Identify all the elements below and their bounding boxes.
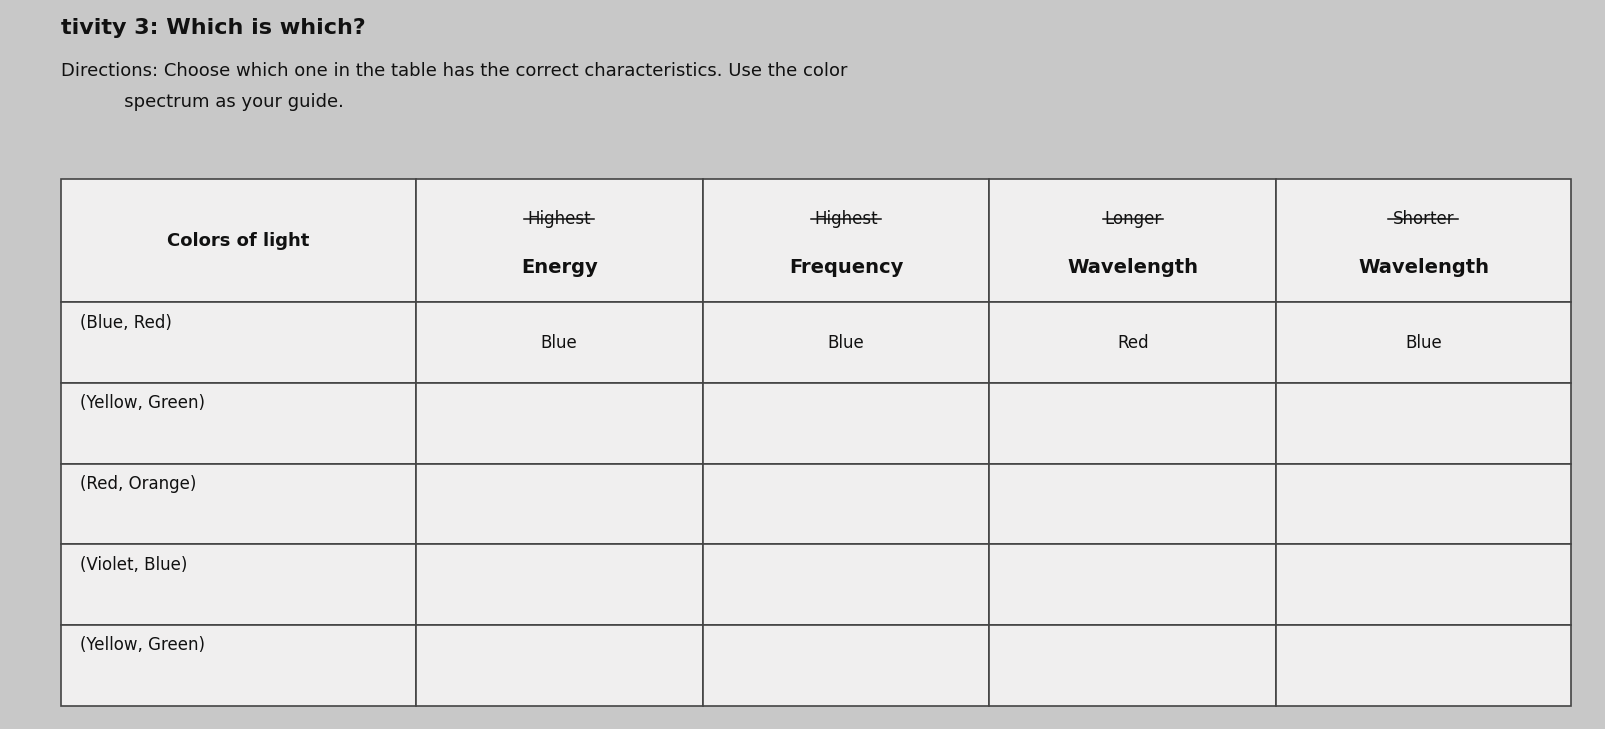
Text: Highest: Highest (814, 211, 878, 228)
Text: Blue: Blue (541, 334, 578, 352)
Text: Directions: Choose which one in the table has the correct characteristics. Use t: Directions: Choose which one in the tabl… (61, 62, 847, 80)
Text: (Violet, Blue): (Violet, Blue) (80, 555, 188, 574)
Text: Red: Red (1117, 334, 1148, 352)
Text: Blue: Blue (1404, 334, 1441, 352)
Text: Highest: Highest (526, 211, 591, 228)
Text: Blue: Blue (827, 334, 863, 352)
Text: (Yellow, Green): (Yellow, Green) (80, 394, 205, 413)
Text: Colors of light: Colors of light (167, 232, 310, 249)
Text: (Blue, Red): (Blue, Red) (80, 313, 172, 332)
Text: spectrum as your guide.: spectrum as your guide. (61, 93, 343, 111)
Text: Energy: Energy (520, 258, 597, 277)
Text: tivity 3: Which is which?: tivity 3: Which is which? (61, 18, 366, 38)
Text: Longer: Longer (1104, 211, 1160, 228)
Text: Wavelength: Wavelength (1358, 258, 1488, 277)
Text: Wavelength: Wavelength (1067, 258, 1197, 277)
Text: Shorter: Shorter (1392, 211, 1454, 228)
Text: (Yellow, Green): (Yellow, Green) (80, 636, 205, 654)
Text: Frequency: Frequency (788, 258, 902, 277)
Text: (Red, Orange): (Red, Orange) (80, 475, 196, 493)
